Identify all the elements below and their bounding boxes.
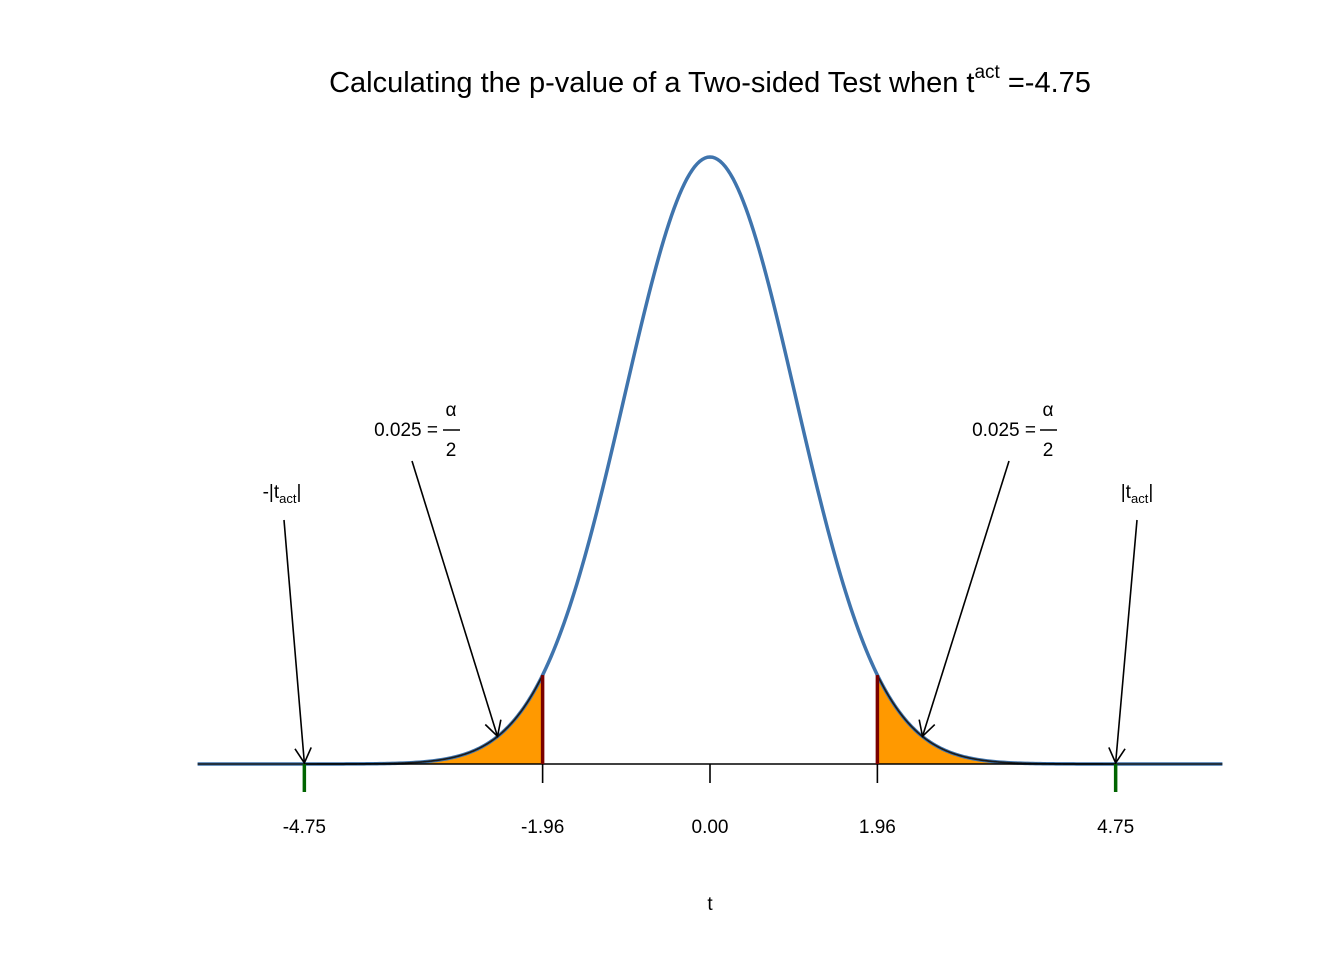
annotation-left-t-act: -|tact| xyxy=(263,482,302,506)
density-curve xyxy=(197,155,1223,766)
left-alpha-denominator: 2 xyxy=(446,440,457,461)
right-t-prefix: |t xyxy=(1121,482,1132,503)
annotation-arrows xyxy=(283,460,1138,765)
chart-title: Calculating the p-value of a Two-sided T… xyxy=(329,62,1091,99)
annotation-left-alpha: 0.025 = α 2 xyxy=(374,400,460,461)
chart-title-superscript: act xyxy=(974,62,1000,83)
right-alpha-numerator: α xyxy=(1043,400,1054,421)
left-t-subscript: act xyxy=(279,491,297,506)
chart-title-suffix: =-4.75 xyxy=(1000,67,1091,99)
right-t-subscript: act xyxy=(1131,491,1149,506)
right-alpha-value-text: 0.025 = xyxy=(972,420,1036,441)
annotation-right-alpha: 0.025 = α 2 xyxy=(972,400,1057,461)
left-alpha-numerator: α xyxy=(446,400,457,421)
x-tick-label-4: 4.75 xyxy=(1097,817,1134,838)
x-tick-label-1: -1.96 xyxy=(521,817,564,838)
right-alpha-denominator: 2 xyxy=(1043,440,1054,461)
arrow-right-t-act-head xyxy=(1108,747,1126,765)
x-tick-label-2: 0.00 xyxy=(692,817,729,838)
shaded-tail-left xyxy=(197,675,543,764)
density-curve-group xyxy=(197,155,1223,766)
right-t-suffix: | xyxy=(1148,482,1153,503)
arrow-left-alpha xyxy=(411,460,499,737)
x-tick-label-0: -4.75 xyxy=(283,817,326,838)
arrow-left-t-act-head xyxy=(294,747,312,765)
left-t-suffix: | xyxy=(296,482,301,503)
shaded-tail-right xyxy=(877,675,1223,764)
x-tick-label-3: 1.96 xyxy=(859,817,896,838)
arrow-right-alpha-head xyxy=(918,719,936,738)
x-axis-label: t xyxy=(707,894,713,915)
left-t-prefix: -|t xyxy=(263,482,280,503)
annotation-right-t-act: |tact| xyxy=(1121,482,1154,506)
shaded-tail-regions xyxy=(197,675,1223,764)
arrow-left-alpha-head xyxy=(484,719,502,738)
chart-title-main: Calculating the p-value of a Two-sided T… xyxy=(329,67,974,99)
arrow-right-t-act xyxy=(1114,519,1138,764)
arrow-left-t-act xyxy=(283,519,306,764)
x-axis: -4.75 -1.96 0.00 1.96 4.75 xyxy=(283,763,1134,838)
left-alpha-value-text: 0.025 = xyxy=(374,420,438,441)
critical-and-observed-marks xyxy=(302,675,1118,792)
arrow-right-alpha xyxy=(921,460,1010,737)
